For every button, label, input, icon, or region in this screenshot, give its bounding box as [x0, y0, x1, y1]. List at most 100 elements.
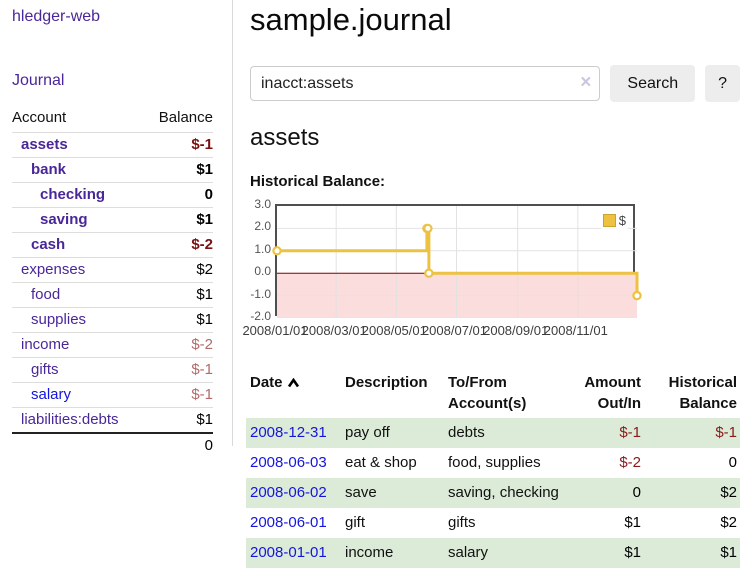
register-row: 2008-06-02 save saving, checking 0 $2 — [246, 478, 740, 508]
chart-legend: $ — [600, 212, 628, 229]
legend-swatch-icon — [602, 214, 616, 227]
account-row: assets $-1 — [12, 132, 213, 158]
y-axis-tick-label: 1.0 — [254, 241, 271, 256]
account-link[interactable]: cash — [31, 236, 66, 253]
transaction-date-link[interactable]: 2008-06-01 — [250, 514, 327, 531]
account-balance: $-1 — [191, 386, 213, 403]
accounts-total-balance: 0 — [204, 437, 213, 454]
account-balance: $-2 — [191, 236, 213, 253]
accounts-header-account: Account — [12, 109, 67, 126]
balance-chart: $ 3.0 2.0 1.0 0.0 -1.0 -2.0 2008/01/01 2008/03/… — [242, 197, 740, 351]
nav-journal-link[interactable]: Journal — [12, 72, 65, 89]
account-row: cash $-2 — [12, 232, 213, 258]
app-brand: hledger-web — [12, 8, 232, 26]
account-link[interactable]: gifts — [31, 361, 59, 378]
transaction-balance: $1 — [643, 538, 740, 568]
register-table: Date Description To/From Account(s) Amou… — [246, 370, 740, 568]
account-row: bank $1 — [12, 157, 213, 183]
transaction-accounts: food, supplies — [448, 454, 541, 471]
account-link[interactable]: assets — [21, 136, 68, 153]
accounts-table: Account Balance assets $-1 bank $1 checking 0… — [12, 107, 213, 458]
x-axis-tick-label: 2008/09/01 — [483, 323, 549, 338]
register-row: 2008-12-31 pay off debts $-1 $-1 — [246, 418, 740, 448]
account-balance: $1 — [196, 311, 213, 328]
transaction-date-link[interactable]: 2008-06-03 — [250, 454, 327, 471]
account-link[interactable]: expenses — [21, 261, 86, 278]
chart-plot-area: $ — [272, 204, 642, 318]
account-row: supplies $1 — [12, 307, 213, 333]
sidebar-nav: Journal — [12, 72, 232, 90]
account-balance: $1 — [196, 211, 213, 228]
register-header-accounts: To/From Account(s) — [448, 374, 527, 412]
data-point[interactable] — [272, 246, 282, 256]
y-axis-tick-label: 3.0 — [254, 197, 271, 211]
account-balance: $1 — [196, 161, 213, 178]
account-row: saving $1 — [12, 207, 213, 233]
data-point[interactable] — [424, 268, 434, 278]
legend-label: $ — [618, 213, 626, 228]
x-axis-tick-label: 2008/11/01 — [543, 323, 608, 338]
account-balance: $-1 — [191, 361, 213, 378]
x-axis-tick-label: 2008/03/01 — [301, 323, 367, 338]
account-row: expenses $2 — [12, 257, 213, 283]
transaction-date-link[interactable]: 2008-01-01 — [250, 544, 327, 561]
search-button[interactable]: Search — [610, 65, 696, 102]
x-axis-tick-label: 2008/07/01 — [421, 323, 488, 338]
transaction-balance: $-1 — [643, 418, 740, 448]
account-link[interactable]: income — [21, 336, 70, 353]
accounts-header-row: Account Balance — [12, 107, 213, 133]
account-row: food $1 — [12, 282, 213, 308]
account-link[interactable]: food — [31, 286, 61, 303]
register-row: 2008-06-01 gift gifts $1 $2 — [246, 508, 740, 538]
y-axis-tick-label: 2.0 — [254, 219, 271, 234]
account-balance: 0 — [204, 186, 213, 203]
transaction-description: save — [345, 478, 448, 508]
brand-link[interactable]: hledger-web — [12, 8, 101, 25]
account-balance: $1 — [196, 411, 213, 428]
transaction-balance: $2 — [720, 514, 737, 531]
search-input[interactable] — [250, 66, 601, 101]
register-header-balance: Historical Balance — [668, 374, 737, 412]
help-button[interactable]: ? — [705, 65, 740, 102]
register-header-description: Description — [345, 374, 428, 391]
transaction-accounts: saving, checking — [448, 478, 573, 508]
register-row: 2008-01-01 income salary $1 $1 — [246, 538, 740, 568]
transaction-date-link[interactable]: 2008-06-02 — [250, 484, 327, 501]
account-balance: $1 — [196, 286, 213, 303]
accounts-header-balance: Balance — [158, 109, 213, 126]
account-link[interactable]: liabilities:debts — [21, 411, 119, 428]
sort-asc-icon — [287, 377, 299, 388]
account-row: gifts $-1 — [12, 357, 213, 383]
transaction-description: gift — [345, 514, 366, 531]
chart-label: Historical Balance: — [250, 173, 386, 190]
accounts-total-row: 0 — [12, 433, 213, 458]
data-point[interactable] — [632, 290, 642, 301]
main-content: sample.journal × Search ? assets Histori… — [242, 0, 740, 568]
transaction-description: income — [345, 538, 448, 568]
y-axis-tick-label: -2.0 — [250, 309, 271, 323]
account-link[interactable]: checking — [40, 186, 106, 203]
search-box: × — [250, 66, 601, 101]
transaction-description: eat & shop — [345, 454, 417, 471]
account-link[interactable]: salary — [31, 386, 72, 403]
y-axis-tick-label: 0.0 — [254, 264, 271, 279]
register-header-date[interactable]: Date — [246, 370, 345, 418]
transaction-accounts: salary — [448, 538, 573, 568]
sidebar: hledger-web Journal Account Balance asse… — [0, 0, 233, 454]
account-link[interactable]: saving — [40, 211, 88, 228]
transaction-date-link[interactable]: 2008-12-31 — [250, 424, 327, 441]
page-title: sample.journal — [250, 2, 452, 37]
account-row: income $-2 — [12, 332, 213, 358]
transaction-amount: 0 — [573, 478, 643, 508]
account-row: liabilities:debts $1 — [12, 407, 213, 434]
transaction-balance: 0 — [728, 454, 737, 471]
transaction-amount: $-2 — [619, 454, 641, 471]
account-link[interactable]: supplies — [31, 311, 87, 328]
transaction-amount: $1 — [573, 538, 643, 568]
clear-search-icon[interactable]: × — [580, 72, 592, 93]
account-balance: $-2 — [191, 336, 213, 353]
data-point[interactable] — [423, 223, 433, 234]
register-row: 2008-06-03 eat & shop food, supplies $-2 0 — [246, 448, 740, 478]
x-axis-tick-label: 2008/05/01 — [361, 323, 427, 338]
account-link[interactable]: bank — [31, 161, 67, 178]
